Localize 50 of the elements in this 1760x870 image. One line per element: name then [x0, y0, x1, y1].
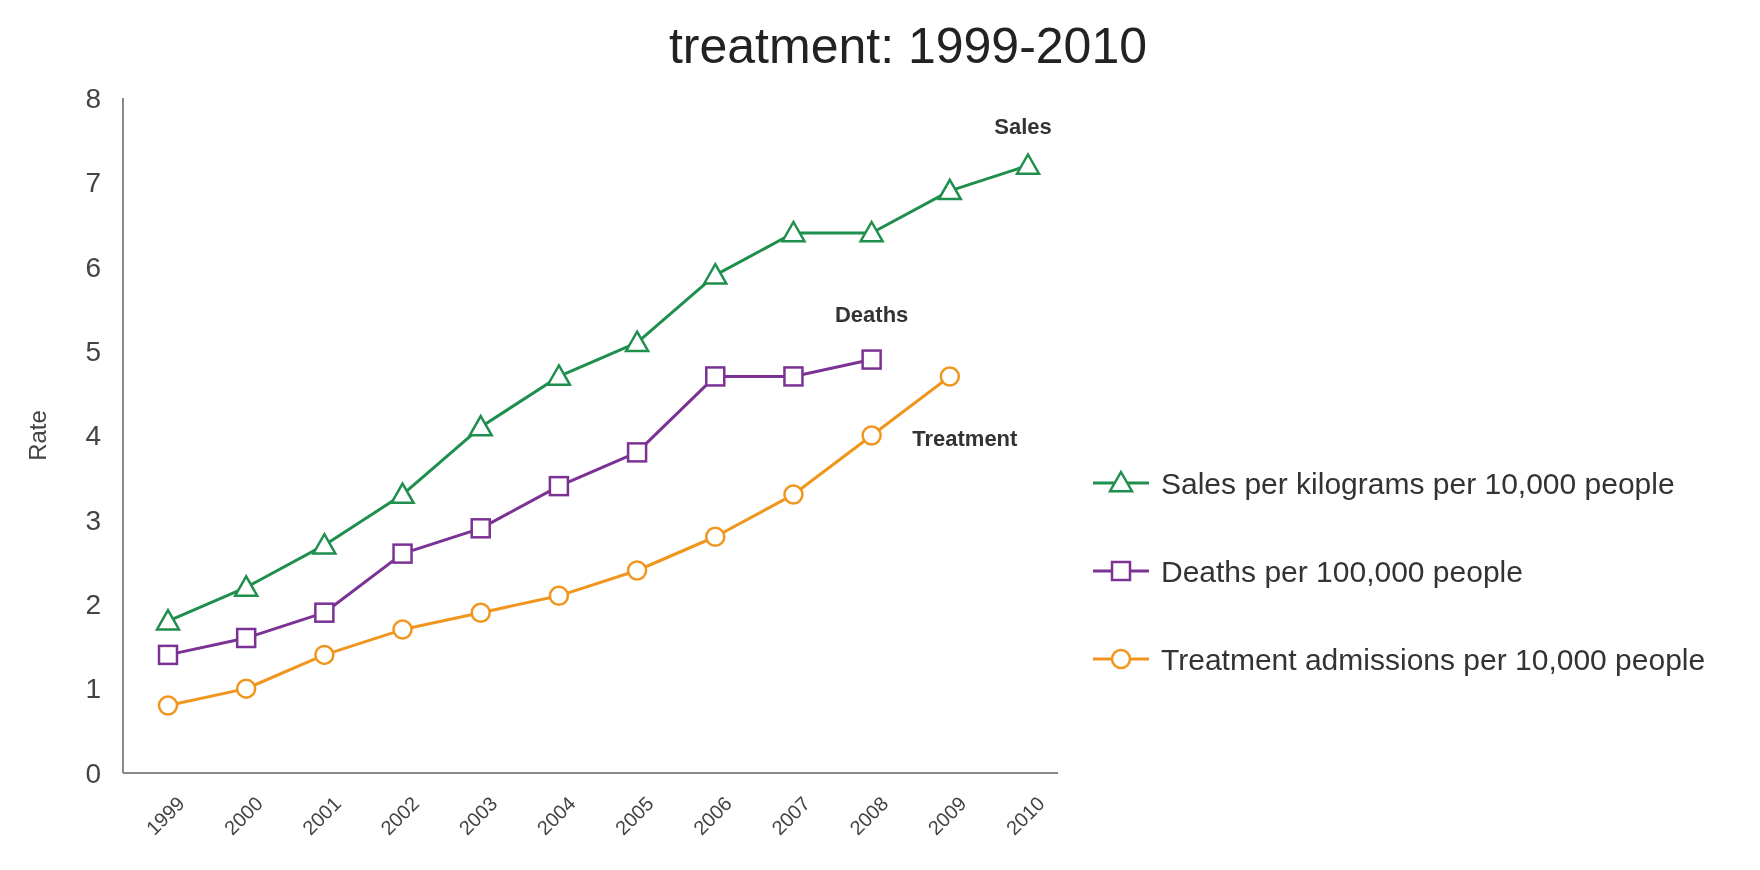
point [626, 442, 648, 463]
point [470, 518, 491, 539]
point [235, 678, 257, 699]
point [314, 602, 335, 623]
y-tick-label: 5 [85, 335, 101, 367]
point [781, 220, 806, 243]
point [783, 484, 804, 505]
point [470, 602, 491, 623]
point [859, 220, 884, 243]
y-tick-label: 0 [85, 757, 101, 789]
point [157, 644, 179, 666]
annotation: Treatment [912, 426, 1019, 452]
point [939, 366, 961, 387]
point [546, 364, 572, 386]
point [705, 526, 726, 547]
point [705, 366, 726, 387]
y-tick-label: 3 [85, 504, 101, 536]
point [626, 560, 648, 581]
point [1015, 153, 1041, 175]
point [392, 543, 413, 564]
y-tick-label: 7 [85, 167, 101, 199]
point [548, 475, 570, 497]
point [392, 619, 413, 640]
y-tick-label: 8 [85, 82, 101, 114]
y-tick-label: 2 [85, 589, 101, 621]
y-tick-label: 4 [85, 420, 101, 452]
y-axis-title: Rate [24, 410, 51, 461]
point [468, 414, 493, 437]
chart-title: treatment: 1999-2010 [668, 18, 1148, 74]
point [703, 262, 728, 285]
point [312, 532, 337, 555]
legend-label: Sales per kilograms per 10,000 people [1161, 466, 1675, 500]
point [783, 366, 804, 387]
point [235, 627, 257, 649]
point [937, 178, 963, 201]
point [390, 482, 415, 505]
point [157, 695, 179, 716]
legend-label: Deaths per 100,000 people [1161, 554, 1523, 588]
point [314, 644, 335, 666]
point [233, 575, 259, 597]
y-tick-label: 1 [85, 673, 101, 705]
point [861, 349, 882, 370]
point [155, 608, 181, 631]
point [624, 330, 650, 353]
point [861, 425, 882, 446]
annotation: Deaths [834, 301, 909, 327]
annotation: Sales [994, 113, 1052, 139]
legend-label: Treatment admissions per 10,000 people [1161, 642, 1706, 676]
point [548, 585, 570, 607]
y-tick-label: 6 [85, 251, 101, 283]
